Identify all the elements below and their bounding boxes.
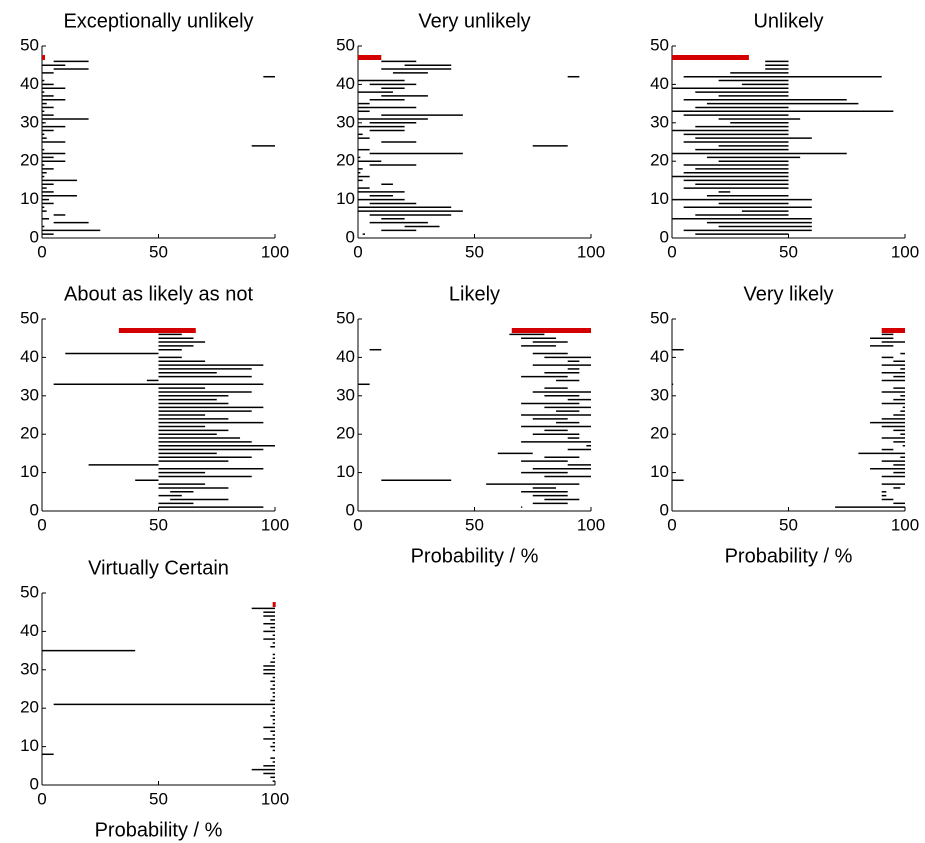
x-tick-label: 100 [261,515,289,534]
panel: Exceptionally unlikely 0 10 20 30 40 50 0 50 100 [20,10,289,261]
y-tick-label: 0 [660,227,669,246]
y-tick-label: 50 [20,35,39,54]
x-tick-label: 0 [37,789,46,808]
y-tick-label: 30 [20,659,39,678]
panel-title: Very unlikely [418,10,530,32]
y-tick-label: 10 [336,462,355,481]
y-tick-label: 20 [336,424,355,443]
x-tick-label: 100 [891,515,919,534]
y-tick-label: 50 [336,35,355,54]
x-tick-label: 100 [261,242,289,261]
y-tick-label: 30 [336,385,355,404]
panel-title: Likely [449,283,500,305]
x-axis-label: Probability / % [95,819,223,841]
x-tick-label: 0 [353,515,362,534]
y-tick-label: 50 [650,35,669,54]
x-tick-label: 0 [353,242,362,261]
panel: About as likely as not 0 10 20 30 40 50 0 50 100 [20,283,289,534]
panel: Unlikely 0 10 20 30 40 50 0 50 100 [650,10,919,261]
y-tick-label: 0 [346,500,355,519]
y-tick-label: 40 [20,74,39,93]
y-tick-label: 40 [650,347,669,366]
x-tick-label: 0 [667,242,676,261]
y-tick-label: 40 [336,347,355,366]
y-tick-label: 10 [20,462,39,481]
y-tick-label: 50 [336,308,355,327]
y-tick-label: 30 [20,385,39,404]
panel: Likely 0 10 20 30 40 50 0 50 100 Probability / % [336,283,605,567]
x-tick-label: 50 [465,515,484,534]
y-tick-label: 40 [20,347,39,366]
y-tick-label: 10 [650,462,669,481]
x-axis-label: Probability / % [725,545,853,567]
y-tick-label: 50 [20,308,39,327]
x-tick-label: 50 [149,242,168,261]
y-tick-label: 50 [20,582,39,601]
y-tick-label: 30 [650,385,669,404]
panel-title: Virtually Certain [88,557,229,579]
y-tick-label: 30 [336,112,355,131]
panel: Very likely 0 10 20 30 40 50 0 50 100 Probability … [650,283,919,567]
y-tick-label: 20 [336,151,355,170]
x-tick-label: 0 [37,242,46,261]
y-tick-label: 20 [650,424,669,443]
y-tick-label: 10 [336,189,355,208]
y-tick-label: 0 [346,227,355,246]
panel-title: Very likely [743,283,833,305]
panel-title: Exceptionally unlikely [63,10,253,32]
y-tick-label: 0 [30,500,39,519]
y-tick-label: 10 [650,189,669,208]
y-tick-label: 20 [20,424,39,443]
x-tick-label: 50 [779,515,798,534]
y-tick-label: 20 [20,151,39,170]
y-tick-label: 10 [20,189,39,208]
y-tick-label: 50 [650,308,669,327]
x-tick-label: 50 [149,789,168,808]
panel: Virtually Certain 0 10 20 30 40 50 0 50 100 Probab… [20,557,289,841]
y-tick-label: 30 [20,112,39,131]
y-tick-label: 40 [650,74,669,93]
y-tick-label: 20 [650,151,669,170]
panel-title: Unlikely [753,10,823,32]
x-tick-label: 50 [465,242,484,261]
x-tick-label: 50 [779,242,798,261]
x-tick-label: 100 [891,242,919,261]
y-tick-label: 0 [30,774,39,793]
x-tick-label: 100 [577,242,605,261]
y-tick-label: 0 [660,500,669,519]
y-tick-label: 10 [20,736,39,755]
x-tick-label: 0 [37,515,46,534]
x-tick-label: 100 [577,515,605,534]
y-tick-label: 20 [20,698,39,717]
x-tick-label: 0 [667,515,676,534]
y-tick-label: 0 [30,227,39,246]
x-tick-label: 100 [261,789,289,808]
panel-title: About as likely as not [64,283,253,305]
x-axis-label: Probability / % [411,545,539,567]
y-tick-label: 40 [20,621,39,640]
x-tick-label: 50 [149,515,168,534]
panel: Very unlikely 0 10 20 30 40 50 0 50 100 [336,10,605,261]
y-tick-label: 40 [336,74,355,93]
y-tick-label: 30 [650,112,669,131]
